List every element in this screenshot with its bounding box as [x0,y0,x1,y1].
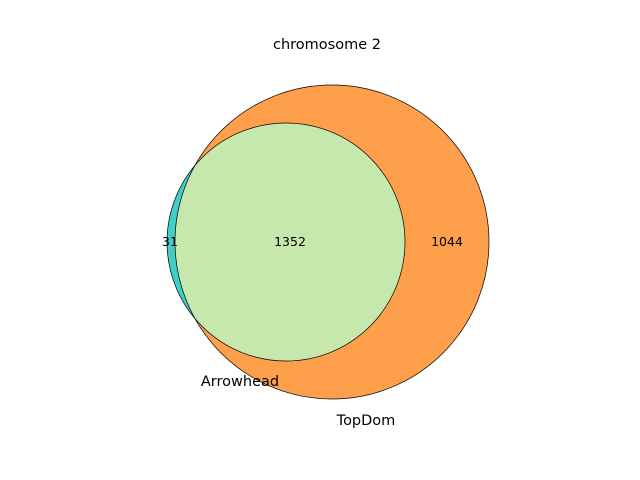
arrowhead-set-outline [166,122,406,362]
topdom-only-count: 1044 [431,234,463,249]
arrowhead-only-count: 31 [162,234,178,249]
topdom-set-label: TopDom [336,413,396,429]
topdom-set-outline [174,84,490,400]
overlap-count: 1352 [274,234,306,249]
overlap-region [175,123,405,361]
chart-title: chromosome 2 [273,37,381,53]
arrowhead-set-label: Arrowhead [201,374,279,390]
